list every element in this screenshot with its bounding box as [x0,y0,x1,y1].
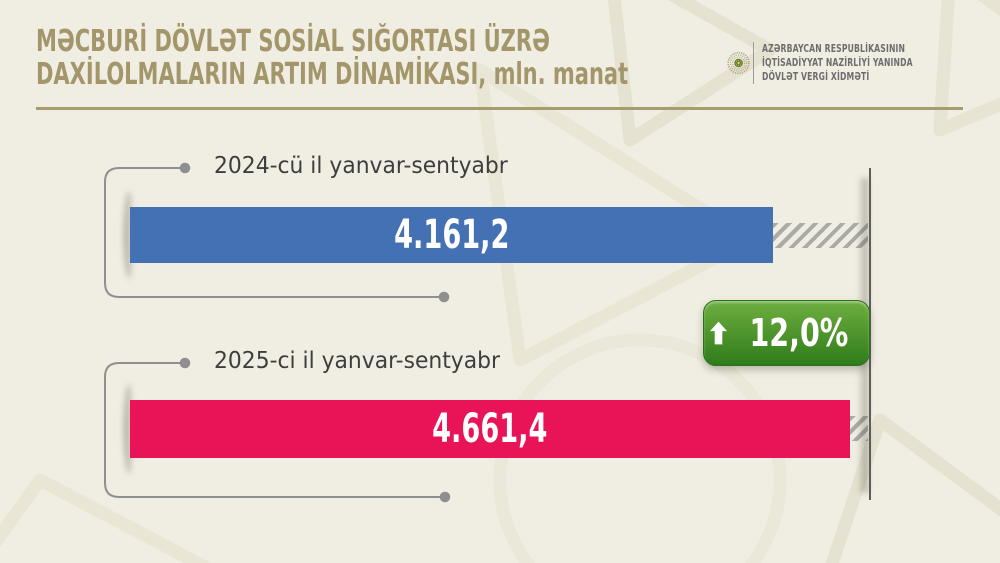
agency-name-line1: AZƏRBAYCAN RESPUBLİKASININ [761,42,905,56]
bar-value-2024: 4.161,2 [393,212,510,258]
growth-badge-value: 12,0% [749,311,848,355]
hatch-band-2024 [773,223,868,248]
bar-edge-shadow [124,384,134,474]
bar-value-2025: 4.661,4 [432,406,548,452]
agency-name-line3: DÖVLƏT VERGİ XİDMƏTİ [761,69,869,83]
bar-2024: 4.161,2 [130,207,773,263]
bar-label-2025: 2025-ci il yanvar-sentyabr [214,348,500,374]
bar-edge-shadow [124,191,134,279]
hatch-band-2025 [850,416,868,441]
bar-2025: 4.661,4 [130,400,850,458]
title-underline [36,107,963,110]
page-title: MƏCBURİ DÖVLƏT SOSİAL SIĞORTASI ÜZRƏ DAX… [36,25,936,91]
growth-badge: 12,0% [703,300,870,366]
agency-name-line2: İQTİSADİYYAT NAZİRLİYİ YANINDA [761,56,913,70]
page-title-line1: MƏCBURİ DÖVLƏT SOSİAL SIĞORTASI ÜZRƏ [36,24,550,59]
bracket-line-2024 [104,162,450,303]
page-title-line2: DAXİLOLMALARIN ARTIM DİNAMİKASI, mln. ma… [36,57,629,92]
bracket-line-2025 [104,357,451,503]
up-arrow-icon [709,321,727,345]
reference-line [869,168,871,500]
agency-name: AZƏRBAYCAN RESPUBLİKASININ İQTİSADİYYAT … [762,42,913,83]
tax-service-emblem-icon [727,51,750,75]
agency-logo: AZƏRBAYCAN RESPUBLİKASININ İQTİSADİYYAT … [727,33,977,93]
bar-label-2024: 2024-cü il yanvar-sentyabr [214,153,508,179]
